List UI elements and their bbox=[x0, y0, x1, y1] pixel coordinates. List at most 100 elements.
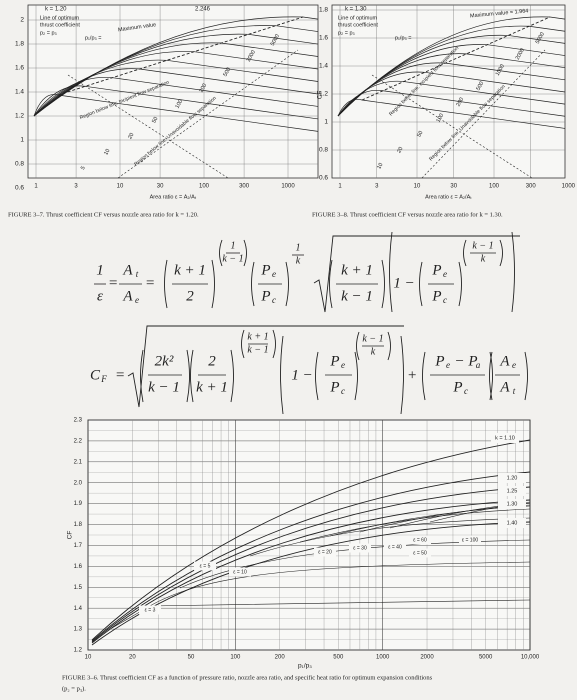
y-axis-label: CF bbox=[67, 531, 74, 540]
parenthesis bbox=[458, 261, 462, 307]
parenthesis bbox=[422, 351, 426, 401]
equation-term: c bbox=[272, 295, 276, 305]
equation-term: a bbox=[476, 360, 481, 370]
equation-term: e bbox=[512, 360, 516, 370]
parenthesis bbox=[243, 239, 247, 267]
plot-area bbox=[27, 4, 319, 179]
x-tick-label: 3 bbox=[375, 184, 379, 190]
equation-term: t bbox=[136, 269, 139, 279]
k-label: 1.40 bbox=[507, 520, 518, 526]
area-ratio-label: ε = 40 bbox=[388, 544, 402, 550]
equation-term: k + 1 bbox=[196, 379, 228, 395]
x-axis-label: Area ratio ε = A₂/Aₜ bbox=[425, 194, 472, 200]
equation-term: k − 1 bbox=[472, 240, 493, 251]
equation-term: k + 1 bbox=[174, 262, 206, 278]
equation-term: c bbox=[464, 386, 468, 396]
x-tick-label: 30 bbox=[157, 184, 164, 190]
curve-label: 20 bbox=[396, 146, 404, 154]
x-axis-label: p₁/p₃ bbox=[298, 663, 312, 670]
curve bbox=[337, 16, 566, 117]
annotation: p₂ = p₃ bbox=[40, 30, 57, 36]
parenthesis bbox=[389, 231, 393, 313]
y-tick-label: 2 bbox=[20, 17, 24, 24]
parenthesis bbox=[499, 239, 503, 267]
equation-term: P bbox=[260, 288, 270, 304]
y-tick-label: 0.6 bbox=[15, 185, 24, 192]
equation-term: k − 1 bbox=[148, 379, 180, 395]
equation-term: e bbox=[446, 360, 450, 370]
equation-term: e bbox=[341, 360, 345, 370]
equation-term: e bbox=[272, 269, 276, 279]
figure-caption: FIGURE 3–8. Thrust coefficient CF versus… bbox=[312, 211, 503, 218]
x-tick-label: 1000 bbox=[281, 184, 295, 190]
k-curve bbox=[91, 439, 531, 641]
y-tick-label: 1 bbox=[324, 119, 328, 126]
figure-caption: (p₂ = p₃). bbox=[62, 685, 86, 692]
annotation: k = 1.20 bbox=[45, 7, 67, 13]
annotation: p₂ = p₃ bbox=[338, 30, 355, 36]
parenthesis bbox=[280, 335, 284, 415]
y-tick-label: 2.1 bbox=[74, 459, 83, 465]
radical-sign bbox=[313, 235, 520, 313]
parenthesis bbox=[230, 349, 234, 403]
label-box bbox=[491, 433, 519, 443]
area-ratio-label: ε = 30 bbox=[353, 545, 367, 551]
equation-term: 2 bbox=[208, 353, 216, 369]
x-tick-label: 300 bbox=[526, 184, 537, 190]
label-box bbox=[498, 518, 526, 528]
parenthesis bbox=[419, 261, 423, 307]
equation-term: = bbox=[108, 275, 118, 291]
curve-label: 20 bbox=[127, 132, 135, 140]
parenthesis bbox=[400, 335, 404, 415]
equation-term: k + 1 bbox=[247, 331, 268, 342]
curve bbox=[33, 51, 319, 117]
area-ratio-label: ε = 100 bbox=[462, 537, 478, 543]
label-box bbox=[459, 535, 481, 545]
annotation: Maximum value = 1.964 bbox=[470, 8, 529, 19]
parenthesis bbox=[251, 261, 255, 307]
equation-term: A bbox=[499, 353, 510, 369]
x-tick-label: 300 bbox=[239, 184, 250, 190]
curve-label: 5000 bbox=[535, 31, 546, 45]
equation-term: c bbox=[443, 295, 447, 305]
x-tick-label: 10,000 bbox=[521, 655, 540, 661]
x-tick-label: 10 bbox=[117, 184, 124, 190]
equation-term: = bbox=[115, 367, 125, 383]
equation-term: P bbox=[452, 379, 462, 395]
label-box bbox=[409, 535, 431, 545]
curve-label: 2000 bbox=[246, 49, 257, 63]
equation-term: k + 1 bbox=[341, 262, 373, 278]
y-tick-label: 0.8 bbox=[319, 147, 328, 154]
equation-term: 1 bbox=[96, 262, 104, 278]
y-tick-label: 1.5 bbox=[74, 585, 83, 591]
equation-term: k − 1 bbox=[341, 288, 373, 304]
y-tick-label: 1.3 bbox=[74, 627, 83, 633]
equation-term: 2 bbox=[186, 288, 194, 304]
annotation: 2.246 bbox=[195, 7, 211, 13]
equation-term: F bbox=[100, 374, 107, 384]
y-tick-label: 1.4 bbox=[319, 63, 328, 70]
parenthesis bbox=[190, 349, 194, 403]
parenthesis bbox=[387, 331, 391, 361]
label-box bbox=[229, 567, 251, 577]
equation-term: − P bbox=[454, 353, 477, 369]
equation-term: k bbox=[371, 346, 376, 357]
label-box bbox=[194, 561, 216, 571]
area-ratio-line bbox=[249, 517, 531, 557]
x-tick-label: 10 bbox=[414, 184, 421, 190]
x-tick-label: 1 bbox=[338, 184, 342, 190]
equation-term: P bbox=[431, 288, 441, 304]
x-tick-label: 1 bbox=[34, 184, 38, 190]
x-tick-label: 10 bbox=[85, 655, 92, 661]
label-box bbox=[498, 499, 526, 509]
y-tick-label: 2.2 bbox=[74, 438, 83, 444]
equation-term: = bbox=[145, 275, 155, 291]
x-tick-label: 200 bbox=[275, 655, 286, 661]
parenthesis bbox=[329, 259, 333, 309]
y-tick-label: 0.6 bbox=[319, 175, 328, 182]
label-box bbox=[349, 543, 371, 553]
y-tick-label: 1.2 bbox=[15, 113, 24, 120]
y-axis-label: CF bbox=[317, 91, 324, 100]
k-label: 1.20 bbox=[507, 475, 518, 481]
equation-term: C bbox=[90, 367, 101, 383]
